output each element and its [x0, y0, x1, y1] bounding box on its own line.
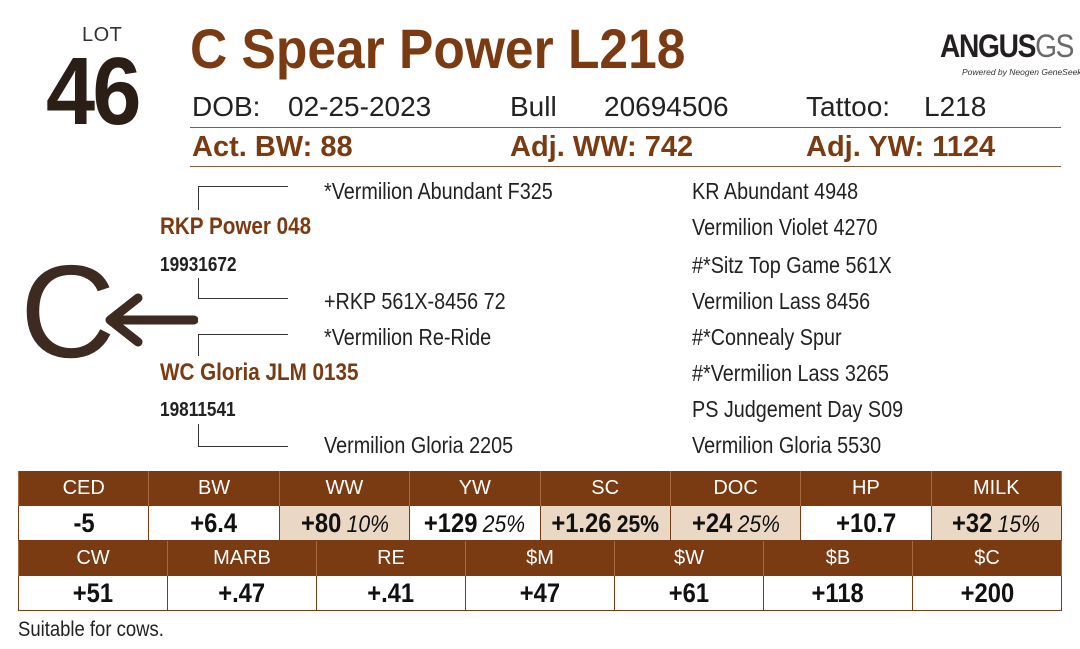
- divider: [190, 166, 1061, 167]
- adjusted-weaning-weight: Adj. WW: 742: [510, 131, 694, 163]
- pedigree-line: [198, 186, 288, 187]
- animal-name: C Spear Power L218: [190, 17, 686, 80]
- logo-angus-text: ANGUS: [940, 28, 1036, 64]
- third-gen-3: #*Sitz Top Game 561X: [692, 252, 892, 278]
- dob-label: DOB:: [192, 91, 261, 122]
- dam-name: WC Gloria JLM 0135: [160, 359, 359, 386]
- epd-value-bw: +6.4: [148, 505, 280, 541]
- actual-birth-weight: Act. BW: 88: [192, 131, 353, 163]
- brand-letter: C: [20, 238, 116, 385]
- epd-value-sc: +1.26 25%: [539, 505, 671, 541]
- pedigree-line: [198, 334, 288, 335]
- sire-registration: 19931672: [160, 254, 237, 276]
- third-gen-6: #*Vermilion Lass 3265: [692, 360, 889, 386]
- third-gen-4: Vermilion Lass 8456: [692, 288, 871, 314]
- left-arrow-icon: [105, 293, 198, 347]
- epd-header-hp: HP: [800, 471, 932, 506]
- epd-header-m-index: $M: [465, 541, 615, 576]
- footnote: Suitable for cows.: [18, 618, 164, 641]
- dob-value: 02-25-2023: [288, 91, 432, 122]
- angus-gs-logo: ANGUSGS Powered by Neogen GeneSeek: [940, 28, 1080, 78]
- epd-value-cw: +51: [18, 575, 168, 611]
- epd-value-marb: +.47: [167, 575, 317, 611]
- third-gen-2: Vermilion Violet 4270: [692, 214, 878, 240]
- adjusted-yearling-weight: Adj. YW: 1124: [806, 131, 996, 163]
- third-gen-8: Vermilion Gloria 5530: [692, 432, 882, 458]
- epd-header-b-index: $B: [763, 541, 913, 576]
- logo-gs-text: GS: [1035, 28, 1074, 64]
- lot-number: 46: [46, 38, 141, 145]
- epd-value-m-index: +47: [465, 575, 615, 611]
- epd-header-cw: CW: [18, 541, 168, 576]
- dam-registration: 19811541: [160, 399, 236, 421]
- epd-header-doc: DOC: [669, 471, 802, 506]
- epd-value-b-index: +118: [763, 575, 913, 611]
- epd-value-w-index: +61: [614, 575, 764, 611]
- epd-value-ced: -5: [17, 505, 150, 541]
- third-gen-7: PS Judgement Day S09: [692, 396, 904, 422]
- logo-subtitle: Powered by Neogen GeneSeek: [962, 67, 1080, 77]
- registration-number: 20694506: [604, 91, 729, 122]
- epd-header-c-index: $C: [912, 541, 1062, 576]
- epd-header-ced: CED: [17, 471, 150, 506]
- epd-header-yw: YW: [409, 471, 541, 506]
- tattoo-value: L218: [924, 91, 987, 122]
- epd-value-milk: +32 15%: [930, 505, 1063, 541]
- epd-table-1: CED BW WW YW SC DOC HP MILK -5 +6.4 +80 1…: [17, 471, 1063, 541]
- epd-header-marb: MARB: [167, 541, 317, 576]
- sex-value: Bull: [510, 91, 557, 122]
- epd-header-ww: WW: [278, 471, 411, 506]
- epd-percentile-ww: 10%: [346, 510, 389, 538]
- epd-header-bw: BW: [148, 471, 280, 506]
- lot-label: LOT: [82, 24, 123, 46]
- epd-percentile-yw: 25%: [483, 510, 526, 538]
- pedigree-line: [198, 424, 199, 446]
- divider: [190, 127, 1061, 128]
- epd-header-sc: SC: [539, 471, 671, 506]
- pedigree-line: [198, 278, 199, 298]
- epd-percentile-milk: 15%: [997, 510, 1041, 538]
- epd-value-ww: +80 10%: [278, 505, 411, 541]
- epd-percentile-sc: 25%: [616, 510, 660, 538]
- sire-dam: +RKP 561X-8456 72: [324, 288, 506, 314]
- epd-header-re: RE: [316, 541, 466, 576]
- tattoo-label: Tattoo:: [806, 91, 891, 122]
- epd-value-doc: +24 25%: [669, 505, 802, 541]
- pedigree-line: [198, 186, 199, 210]
- epd-value-c-index: +200: [912, 575, 1062, 611]
- pedigree-line: [198, 334, 199, 356]
- epd-table-2: CW MARB RE $M $W $B $C +51 +.47 +.41 +47…: [18, 541, 1062, 611]
- third-gen-5: #*Connealy Spur: [692, 324, 842, 350]
- pedigree-line: [198, 446, 288, 447]
- epd-percentile-doc: 25%: [737, 510, 780, 538]
- dam-dam: Vermilion Gloria 2205: [324, 432, 514, 458]
- third-gen-1: KR Abundant 4948: [692, 178, 859, 204]
- pedigree-line: [198, 298, 288, 299]
- epd-header-milk: MILK: [930, 471, 1063, 506]
- sire-name: RKP Power 048: [160, 213, 312, 240]
- epd-value-yw: +129 25%: [409, 505, 541, 541]
- sire-sire: *Vermilion Abundant F325: [324, 178, 553, 204]
- epd-value-hp: +10.7: [800, 505, 932, 541]
- dam-sire: *Vermilion Re-Ride: [324, 324, 492, 350]
- epd-value-re: +.41: [316, 575, 466, 611]
- epd-header-w-index: $W: [614, 541, 764, 576]
